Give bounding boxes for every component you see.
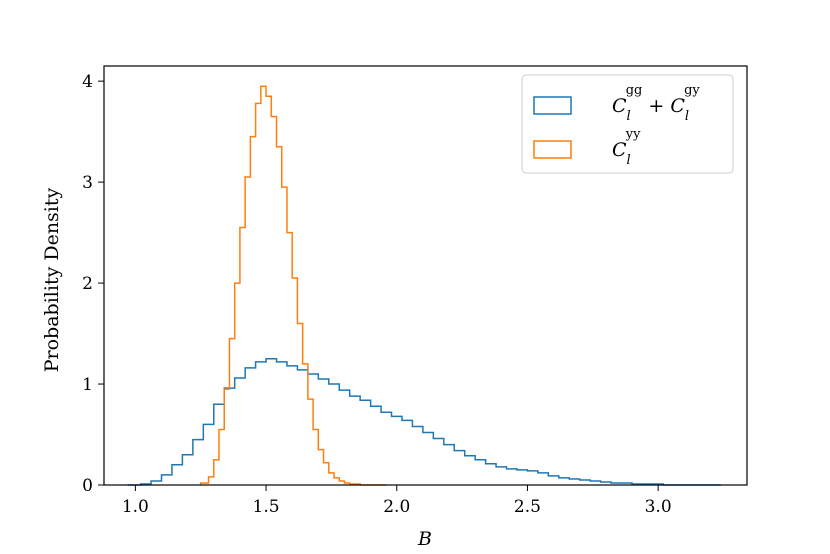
plot-area (127, 85, 721, 486)
legend-box (521, 74, 734, 174)
x-tick-label-3: 2.5 (514, 497, 541, 517)
x-axis: 1.0 1.5 2.0 2.5 3.0 (122, 485, 672, 517)
legend-swatch-yy (533, 140, 572, 159)
y-tick-label-1: 1 (82, 375, 93, 395)
legend-swatch-gg-gy (533, 96, 572, 115)
x-tick-label-0: 1.0 (122, 497, 149, 517)
legend: Clgg + Clgy Clyy (521, 74, 734, 174)
histogram-series-1 (199, 85, 387, 486)
x-axis-label: B (417, 528, 432, 550)
y-tick-label-3: 3 (82, 173, 93, 193)
y-tick-label-2: 2 (82, 274, 93, 294)
y-axis: 0 1 2 3 4 (82, 72, 104, 496)
y-tick-label-4: 4 (82, 72, 93, 92)
y-tick-label-0: 0 (82, 476, 93, 496)
axes-frame (103, 65, 748, 486)
histogram-series-0 (127, 358, 721, 486)
y-axis-label: Probability Density (41, 187, 63, 372)
x-tick-label-2: 2.0 (383, 497, 410, 517)
x-tick-label-1: 1.5 (253, 497, 280, 517)
x-tick-label-4: 3.0 (645, 497, 672, 517)
